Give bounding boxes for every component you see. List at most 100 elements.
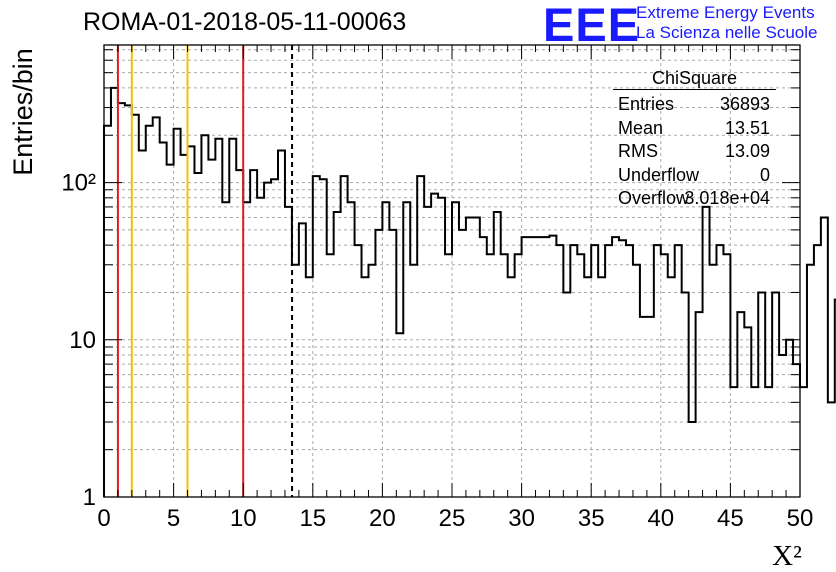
histogram-bin (348, 202, 355, 497)
histogram-bin (194, 173, 201, 497)
x-axis-label: X² (772, 540, 802, 572)
histogram-bin (118, 103, 125, 497)
histogram-bin (577, 254, 584, 497)
histogram-bin (633, 265, 640, 497)
histogram-bin (181, 155, 188, 497)
histogram-bin (132, 115, 139, 497)
histogram-bin (222, 202, 229, 497)
histogram-bin (389, 230, 396, 497)
histogram-outline (103, 86, 836, 497)
stats-title: ChiSquare (613, 67, 776, 90)
histogram-bin (793, 364, 800, 497)
histogram-bin (779, 355, 786, 497)
histogram-bin (675, 245, 682, 497)
histogram-bin (368, 265, 375, 497)
histogram-bin (445, 254, 452, 497)
histogram-bin (355, 245, 362, 497)
stats-box: ChiSquare Entries 36893 Mean 13.51 RMS 1… (613, 67, 776, 211)
histogram-bin (229, 139, 236, 497)
stats-value: 13.51 (724, 117, 770, 138)
histogram-bin (459, 230, 466, 497)
histogram-bin (730, 387, 737, 497)
logo-line-2: La Scienza nelle Scuole (636, 23, 818, 42)
stats-key: Entries (618, 94, 675, 114)
histogram-bin (758, 292, 765, 497)
histogram-bin (640, 317, 647, 497)
histogram-bin (410, 265, 417, 497)
histogram-bin (396, 333, 403, 497)
histogram-bin (605, 245, 612, 497)
x-tick-label: 30 (508, 505, 535, 532)
histogram-bin (501, 254, 508, 497)
histogram-bin (751, 387, 758, 497)
histogram-bin (208, 160, 215, 497)
histogram-bin (146, 126, 153, 497)
histogram-bin (828, 402, 835, 497)
histogram-bin (278, 150, 285, 497)
histogram-bin (153, 117, 160, 497)
stats-key: Underflow (618, 164, 700, 185)
x-tick-label: 0 (97, 505, 110, 532)
histogram-bin (723, 254, 730, 497)
histogram-bin (765, 387, 772, 497)
histogram-bin (549, 236, 556, 497)
histogram-bin (139, 150, 146, 497)
histogram-bin (313, 176, 320, 497)
histogram-bin (800, 387, 807, 497)
histogram-bin (647, 317, 654, 497)
stats-key: Mean (618, 117, 664, 138)
histogram-bin (542, 237, 549, 497)
stats-key: RMS (618, 141, 658, 161)
histogram-bin (167, 165, 174, 497)
histogram-bin (125, 105, 132, 497)
histogram-bin (417, 176, 424, 497)
histogram-bin (285, 207, 292, 497)
histogram-bin (563, 292, 570, 497)
y-axis-label: Entries/bin (8, 48, 38, 176)
histogram-bin (431, 194, 438, 497)
y-tick-label: 10 (69, 327, 96, 354)
histogram-bin (243, 202, 250, 497)
x-tick-label: 10 (230, 505, 257, 532)
histogram-bin (654, 245, 661, 497)
x-tick-label: 25 (439, 505, 466, 532)
histogram-bin (487, 254, 494, 497)
histogram-bin (452, 202, 459, 497)
histogram-bin (327, 254, 334, 497)
plot-title: ROMA-01-2018-05-11-00063 (83, 8, 407, 36)
histogram-bin (236, 170, 243, 497)
histogram-bin (626, 245, 633, 497)
histogram-bin (591, 245, 598, 497)
histogram-bin (403, 202, 410, 497)
histogram-bin (536, 237, 543, 497)
histogram-bin (104, 126, 111, 497)
axis-ticks (103, 45, 801, 498)
histogram-bin (661, 254, 668, 497)
logo-line-1: Extreme Energy Events (636, 3, 815, 22)
histogram-bin (772, 292, 779, 497)
histogram-bin (612, 237, 619, 497)
histogram-bars (103, 86, 836, 497)
histogram-bin (689, 422, 696, 497)
y-tick-label: 10² (61, 170, 96, 197)
histogram-bin (703, 207, 710, 497)
histogram-bin (382, 202, 389, 497)
stats-row-rms: RMS 13.09 (613, 140, 776, 164)
x-tick-label: 45 (717, 505, 744, 532)
histogram-bin (250, 170, 257, 497)
stats-row-mean: Mean 13.51 (613, 117, 776, 141)
x-tick-label: 15 (299, 505, 326, 532)
histogram-bin (473, 217, 480, 497)
histogram-bin (570, 245, 577, 497)
histogram-bin (814, 245, 821, 497)
stats-value: 0 (759, 164, 770, 185)
stats-value: 13.09 (724, 141, 770, 161)
histogram-bin (494, 212, 501, 497)
histogram-bin (556, 245, 563, 497)
histogram-bin (375, 230, 382, 497)
grid-lines (104, 45, 800, 497)
histogram-bin (786, 340, 793, 497)
histogram-bin (522, 237, 529, 497)
stats-row-underflow: Underflow 0 (613, 164, 776, 188)
